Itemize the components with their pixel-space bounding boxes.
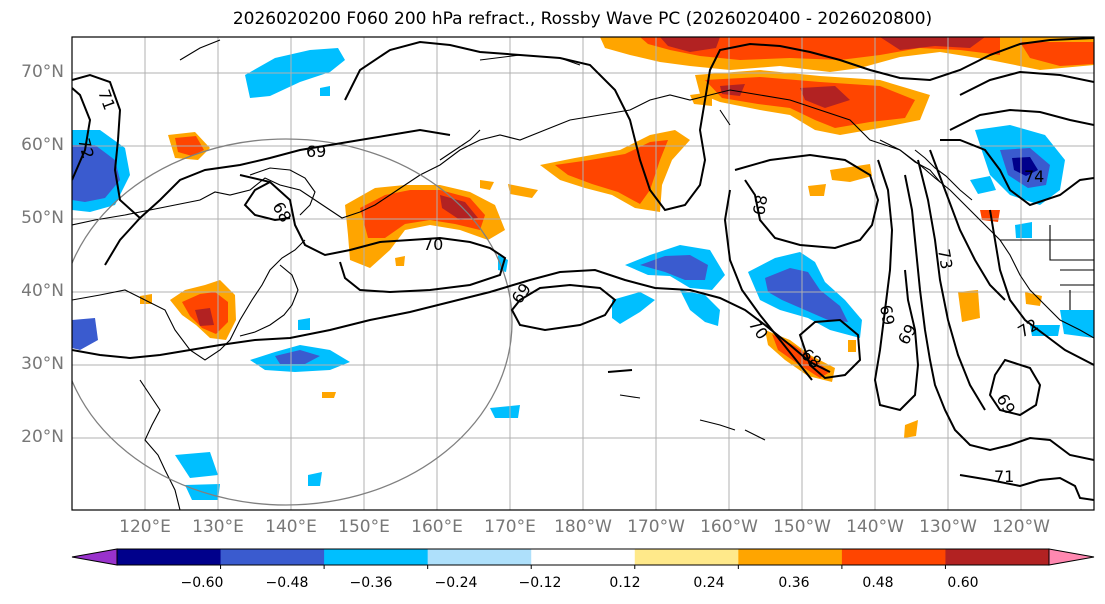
negative-anomaly-fill: [72, 48, 1094, 500]
lat-label: 50°N: [21, 208, 64, 228]
colorbar-frame: [116, 548, 1050, 566]
lat-label: 30°N: [21, 354, 64, 374]
colorbar-segment: [220, 549, 325, 565]
map-plot-area: 71 72 69 68 70 69 70 68 68 73 69 69 72 7…: [72, 37, 1094, 510]
map-title: 2026020200 F060 200 hPa refract., Rossby…: [232, 9, 933, 29]
refraction-contours: [72, 37, 1094, 501]
colorbar-segment: [531, 549, 636, 565]
lat-label: 70°N: [21, 62, 64, 82]
lon-label: 120°E: [119, 517, 171, 537]
colorbar: [71, 548, 1095, 569]
colorbar-segment: [738, 549, 843, 565]
lon-label: 160°W: [700, 517, 758, 537]
lat-label: 60°N: [21, 135, 64, 155]
colorbar-segment: [634, 549, 739, 565]
colorbar-extend-high: [1048, 548, 1095, 566]
contour-label: 69: [306, 142, 326, 161]
colorbar-tick-label: −0.12: [518, 575, 562, 591]
rossby-wave-circle: [72, 138, 513, 506]
colorbar-segment: [117, 549, 222, 565]
colorbar-segment: [324, 549, 429, 565]
contour-label: 70: [423, 235, 443, 254]
colorbar-tick-label: 0.48: [862, 575, 894, 591]
colorbar-tick-label: −0.60: [180, 575, 224, 591]
lon-label: 130°E: [192, 517, 244, 537]
lat-label: 20°N: [21, 427, 64, 447]
colorbar-tick-label: 0.36: [778, 575, 810, 591]
contour-label: 68: [749, 193, 771, 216]
lon-label: 180°W: [554, 517, 612, 537]
colorbar-extend-low: [71, 548, 118, 566]
lat-label: 40°N: [21, 281, 64, 301]
lon-label: 150°E: [338, 517, 390, 537]
contour-label: 69: [876, 303, 898, 326]
positive-anomaly-fill: [140, 37, 1094, 438]
lon-label: 130°W: [919, 517, 977, 537]
lon-label: 140°W: [846, 517, 904, 537]
colorbar-tick-label: 0.24: [693, 575, 725, 591]
contour-label: 72: [74, 136, 98, 161]
lon-label: 170°E: [484, 517, 536, 537]
contour-label: 73: [934, 247, 956, 270]
graticule: [72, 37, 1094, 510]
lon-label: 120°W: [992, 517, 1050, 537]
colorbar-segment: [841, 549, 946, 565]
colorbar-segment: [427, 549, 532, 565]
colorbar-segment: [945, 549, 1050, 565]
map-frame: [71, 36, 1095, 511]
contour-label: 74: [1024, 167, 1044, 186]
lon-label: 160°E: [411, 517, 463, 537]
lon-label: 170°W: [627, 517, 685, 537]
colorbar-tick-label: 0.60: [947, 575, 979, 591]
colorbar-tick-label: −0.48: [265, 575, 309, 591]
lon-label: 150°W: [773, 517, 831, 537]
colorbar-tick-label: 0.12: [609, 575, 641, 591]
colorbar-tick-label: −0.24: [434, 575, 478, 591]
lon-label: 140°E: [265, 517, 317, 537]
contour-label: 71: [994, 467, 1014, 486]
colorbar-tick-label: −0.36: [349, 575, 393, 591]
